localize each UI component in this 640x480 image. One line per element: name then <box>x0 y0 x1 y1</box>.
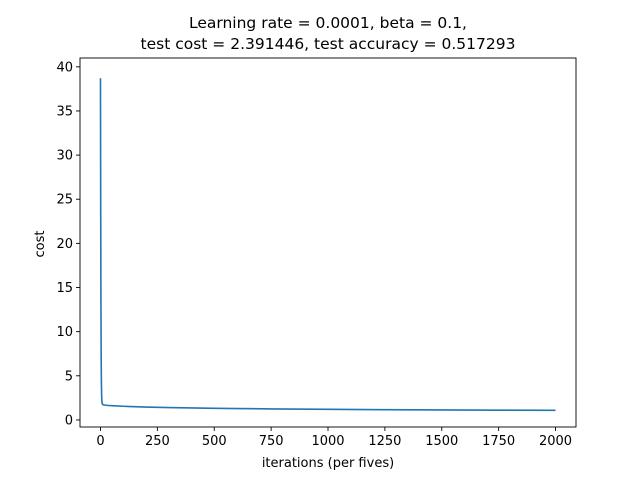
y-tick-label: 20 <box>56 237 73 252</box>
x-tick-label: 1000 <box>311 434 344 449</box>
x-tick-label: 750 <box>259 434 284 449</box>
y-tick-label: 40 <box>56 60 73 75</box>
y-tick-label: 0 <box>65 413 73 428</box>
chart-title-line-2: test cost = 2.391446, test accuracy = 0.… <box>141 35 516 53</box>
x-tick-label: 250 <box>145 434 170 449</box>
y-tick-label: 25 <box>56 193 73 208</box>
x-tick-label: 2000 <box>539 434 572 449</box>
series-line-0 <box>99 78 556 412</box>
y-tick-label: 35 <box>56 104 73 119</box>
plot-area: 0 250 500 750 1000 1250 1500 1750 2000 0 5 10 15 20 25… <box>56 57 577 449</box>
y-tick-label: 30 <box>56 149 73 164</box>
y-axis-label: cost <box>33 231 48 258</box>
x-tick-label: 1250 <box>368 434 401 449</box>
y-tick-label: 5 <box>65 369 73 384</box>
x-tick-label: 0 <box>96 434 104 449</box>
y-tick-label: 10 <box>56 325 73 340</box>
chart-title-line-1: Learning rate = 0.0001, beta = 0.1, <box>189 14 467 32</box>
x-tick-label: 1500 <box>425 434 458 449</box>
x-tick-label: 500 <box>202 434 227 449</box>
x-tick-label: 1750 <box>482 434 515 449</box>
x-axis-label: iterations (per fives) <box>262 456 394 471</box>
y-tick-label: 15 <box>56 281 73 296</box>
